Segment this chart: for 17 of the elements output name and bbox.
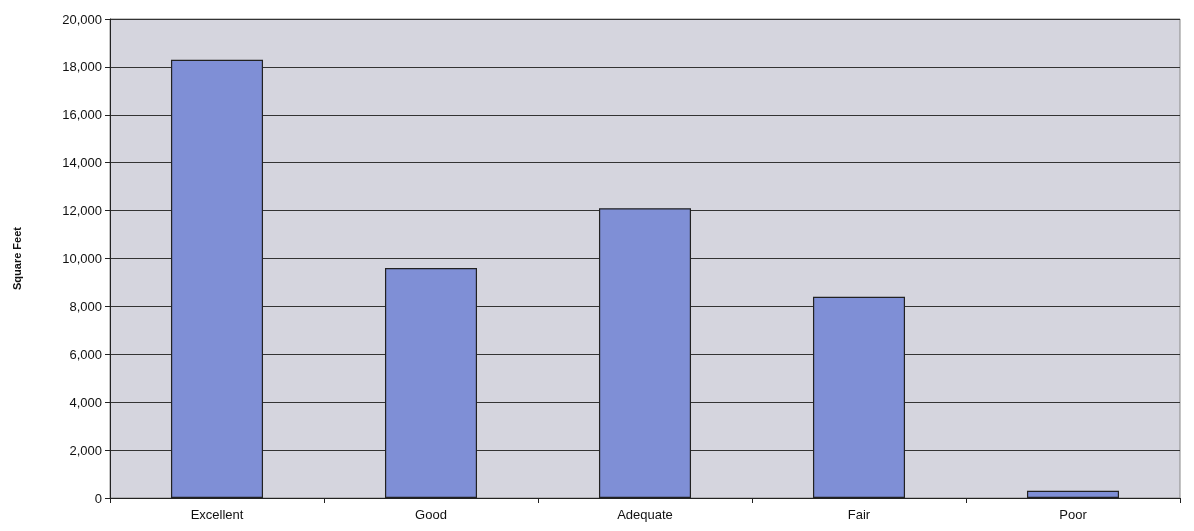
- y-tick-label: 8,000: [69, 298, 102, 314]
- y-tick-label: 4,000: [69, 394, 102, 410]
- x-tick-label: Poor: [1059, 507, 1088, 522]
- y-tick-label: 14,000: [62, 155, 102, 171]
- x-tick-label: Fair: [847, 507, 871, 522]
- y-tick-label: 2,000: [69, 442, 102, 458]
- y-axis-title: Square Feet: [10, 226, 23, 290]
- x-tick-label: Excellent: [190, 507, 244, 522]
- y-tick-label: 0: [94, 490, 102, 506]
- y-tick-label: 10,000: [62, 251, 102, 266]
- x-tick-label: Adequate: [617, 507, 673, 522]
- x-tick-label: Good: [415, 507, 447, 522]
- y-tick-label: 6,000: [69, 346, 102, 362]
- y-tick-label: 18,000: [62, 59, 102, 75]
- y-tick-label: 20,000: [62, 11, 102, 27]
- y-tick-label: 16,000: [62, 107, 102, 123]
- y-tick-label: 12,000: [62, 203, 102, 219]
